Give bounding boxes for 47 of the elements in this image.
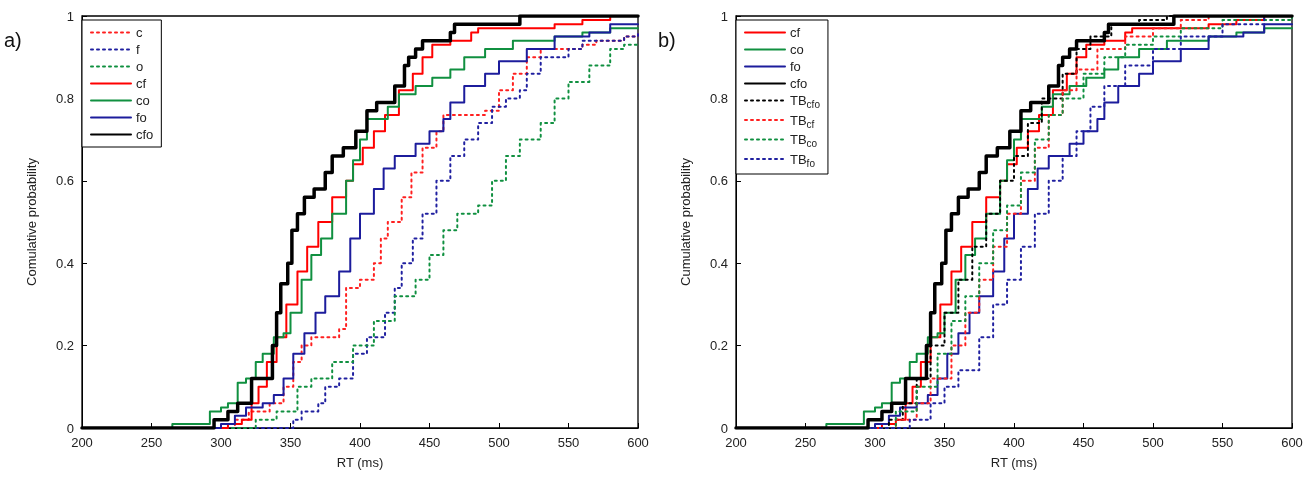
y-tick-label: 0.2 — [55, 338, 74, 354]
legend-label: cfo — [136, 127, 154, 142]
x-axis-title: RT (ms) — [336, 455, 384, 470]
x-tick-label: 200 — [725, 435, 747, 450]
x-tick-label: 350 — [933, 435, 956, 450]
x-tick-label: 300 — [864, 435, 886, 450]
legend-label: o — [136, 59, 144, 74]
legend-label: co — [136, 93, 150, 108]
x-tick-label: 500 — [488, 435, 510, 450]
y-tick-label: 0.8 — [55, 90, 74, 106]
y-tick-label: 1 — [720, 8, 728, 24]
y-tick-label: 0.2 — [709, 338, 728, 354]
y-tick-label: 0.4 — [55, 255, 74, 271]
text: a) — [4, 29, 22, 51]
x-tick-label: 250 — [140, 435, 163, 450]
x-tick-label: 200 — [71, 435, 93, 450]
legend-label: fo — [790, 59, 801, 74]
x-tick-label: 550 — [1211, 435, 1234, 450]
legend-label: f — [136, 42, 140, 57]
x-tick-label: 500 — [1142, 435, 1164, 450]
y-tick-label: 1 — [66, 8, 74, 24]
y-tick-label: 0 — [720, 420, 728, 436]
text: b) — [658, 29, 676, 51]
legend-label: co — [790, 42, 804, 57]
x-tick-label: 600 — [1281, 435, 1303, 450]
x-tick-label: 250 — [794, 435, 817, 450]
y-tick-label: 0 — [66, 420, 74, 436]
x-tick-label: 350 — [279, 435, 302, 450]
y-tick-label: 0.6 — [709, 173, 728, 189]
legend-label: cf — [136, 76, 147, 91]
x-tick-label: 400 — [1003, 435, 1025, 450]
x-axis-title: RT (ms) — [990, 455, 1038, 470]
legend-label: fo — [136, 110, 147, 125]
x-tick-label: 400 — [349, 435, 371, 450]
x-tick-label: 550 — [557, 435, 580, 450]
legend-label: cf — [790, 25, 801, 40]
y-axis-title: Cumulative probability — [678, 157, 693, 286]
legend-label: c — [136, 25, 143, 40]
legend-label: cfo — [790, 76, 808, 91]
x-tick-label: 450 — [418, 435, 441, 450]
x-tick-label: 300 — [210, 435, 232, 450]
y-axis-title: Comulative probability — [24, 157, 39, 286]
y-tick-label: 0.4 — [709, 255, 728, 271]
y-tick-label: 0.6 — [55, 173, 74, 189]
x-tick-label: 450 — [1072, 435, 1095, 450]
y-tick-label: 0.8 — [709, 90, 728, 106]
x-tick-label: 600 — [627, 435, 649, 450]
